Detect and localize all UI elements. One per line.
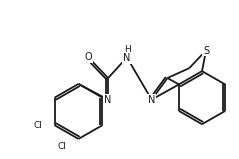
Text: N: N (123, 53, 130, 63)
Text: H: H (125, 45, 131, 54)
Text: Cl: Cl (34, 121, 43, 130)
Text: O: O (85, 52, 92, 62)
Text: N: N (104, 95, 112, 105)
Text: S: S (203, 45, 209, 55)
Text: N: N (148, 95, 155, 105)
Text: Cl: Cl (58, 142, 67, 151)
